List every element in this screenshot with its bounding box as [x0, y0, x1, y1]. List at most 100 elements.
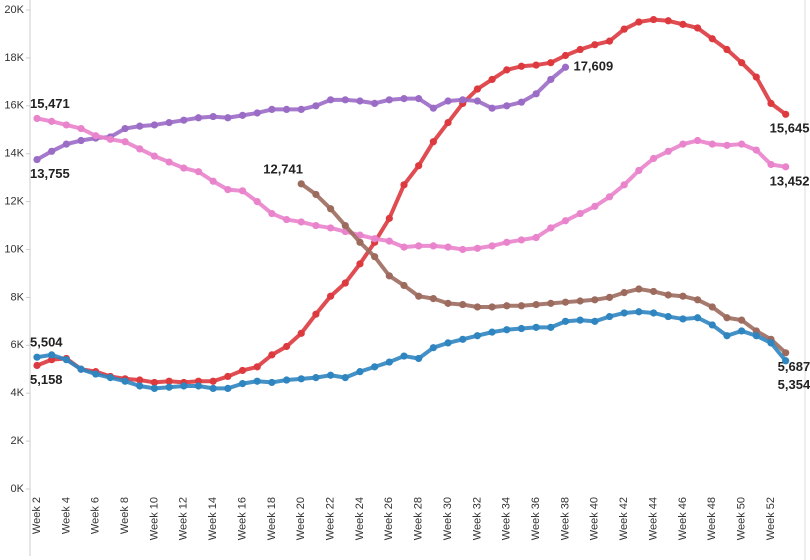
data-point [694, 24, 702, 32]
data-point [385, 358, 393, 366]
data-point [92, 370, 100, 378]
data-point [238, 380, 247, 388]
data-point [77, 365, 85, 373]
data-point [268, 209, 276, 218]
data-point [327, 224, 335, 232]
data-point [282, 342, 291, 351]
data-point [444, 97, 452, 105]
data-point [312, 310, 320, 318]
data-point [297, 329, 305, 337]
data-point [48, 351, 56, 359]
data-point [385, 237, 393, 245]
data-point [459, 300, 467, 309]
data-point [517, 324, 526, 333]
data-point [194, 382, 203, 390]
data-point [415, 354, 423, 363]
data-point [473, 244, 481, 252]
data-point [121, 377, 129, 385]
data-point [547, 224, 555, 232]
data-point [180, 382, 188, 390]
data-point [356, 260, 364, 268]
data-point [371, 235, 379, 243]
value-label: 13,755 [30, 166, 70, 181]
data-point [282, 105, 291, 113]
x-tick-label: Week 2 [31, 497, 43, 534]
value-label: 5,354 [778, 377, 810, 392]
x-tick-label: Week 26 [383, 497, 395, 540]
data-point [136, 122, 144, 130]
data-point [561, 317, 570, 325]
data-point [649, 154, 658, 163]
data-point [371, 99, 379, 108]
data-point [224, 186, 232, 194]
data-point [532, 323, 540, 331]
data-point [429, 138, 437, 146]
x-tick-label: Week 52 [765, 497, 777, 540]
x-tick-label: Week 14 [207, 497, 219, 540]
data-point [635, 285, 643, 293]
x-tick-label: Week 32 [471, 497, 483, 540]
data-point [694, 314, 702, 322]
value-label: 15,645 [770, 121, 810, 136]
data-point [209, 377, 217, 385]
data-point [415, 162, 423, 170]
data-point [591, 41, 599, 49]
data-point [312, 221, 320, 230]
data-point [620, 289, 628, 297]
data-point [488, 104, 496, 112]
y-tick-label: 20K [4, 4, 24, 16]
data-point [679, 315, 687, 323]
y-tick-label: 2K [11, 435, 25, 447]
data-point [150, 384, 159, 393]
data-point [341, 96, 349, 104]
data-point [268, 378, 276, 387]
data-point [723, 141, 731, 149]
y-tick-label: 0K [11, 483, 25, 495]
data-point [532, 61, 540, 69]
data-point [33, 361, 41, 370]
x-tick-label: Week 34 [501, 497, 513, 540]
data-point [253, 198, 261, 206]
data-point [356, 368, 364, 376]
data-point [591, 317, 599, 325]
data-point [385, 96, 393, 104]
data-point [209, 384, 217, 393]
y-tick-label: 12K [4, 196, 24, 208]
data-point [327, 371, 335, 379]
data-point [92, 132, 100, 140]
data-point [708, 140, 716, 148]
data-point [738, 59, 746, 67]
data-point [356, 97, 364, 105]
data-point [341, 279, 349, 287]
x-tick-label: Week 22 [325, 497, 337, 540]
data-point [649, 15, 658, 24]
data-point [209, 177, 217, 185]
y-tick-label: 10K [4, 243, 24, 255]
data-point [694, 136, 702, 145]
data-point [517, 236, 526, 244]
x-tick-label: Week 42 [618, 497, 630, 540]
data-point [503, 302, 511, 310]
data-point [33, 114, 41, 123]
x-tick-label: Week 50 [736, 497, 748, 540]
data-point [33, 155, 41, 164]
data-point [180, 116, 188, 124]
data-point [459, 96, 467, 104]
data-point [635, 308, 643, 316]
data-point [429, 104, 437, 112]
series-line [36, 309, 788, 391]
data-point [649, 309, 658, 317]
data-point [620, 25, 628, 33]
data-point [694, 296, 702, 304]
data-point [664, 147, 672, 155]
data-point [664, 291, 672, 299]
data-point [532, 90, 540, 98]
data-point [327, 292, 335, 300]
data-point [48, 147, 56, 155]
value-label: 13,452 [770, 173, 810, 188]
data-point [77, 124, 85, 133]
data-point [282, 215, 291, 224]
data-point [297, 105, 305, 113]
data-point [782, 349, 790, 357]
